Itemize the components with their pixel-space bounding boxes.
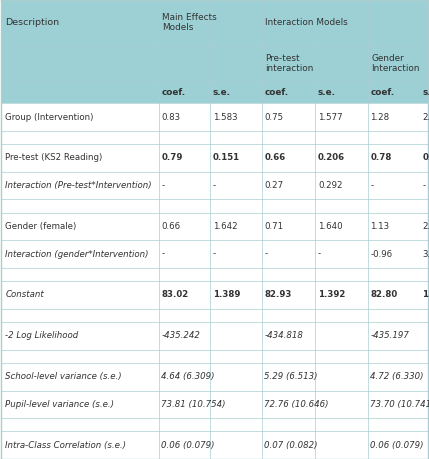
Bar <box>1 418 428 431</box>
Text: 0.66: 0.66 <box>161 222 181 231</box>
Text: 2.174: 2.174 <box>422 112 429 122</box>
Text: Gender (female): Gender (female) <box>5 222 76 231</box>
Bar <box>1 363 428 391</box>
Text: Intra-Class Correlation (s.e.): Intra-Class Correlation (s.e.) <box>5 441 126 450</box>
Text: 0.71: 0.71 <box>264 222 284 231</box>
Text: Description: Description <box>5 18 59 27</box>
Text: Constant: Constant <box>5 291 44 299</box>
Text: -: - <box>161 181 164 190</box>
Text: 1.642: 1.642 <box>213 222 237 231</box>
Text: 82.80: 82.80 <box>370 291 398 299</box>
Text: 82.93: 82.93 <box>264 291 292 299</box>
Text: Group (Intervention): Group (Intervention) <box>5 112 94 122</box>
Text: 4.72 (6.330): 4.72 (6.330) <box>370 372 424 381</box>
Bar <box>1 322 428 350</box>
Text: Interaction (Pre-test*Intervention): Interaction (Pre-test*Intervention) <box>5 181 152 190</box>
Text: 1.577: 1.577 <box>318 112 342 122</box>
Bar <box>1 431 428 459</box>
Bar <box>1 82 428 103</box>
Bar <box>1 281 428 309</box>
Text: Pre-test (KS2 Reading): Pre-test (KS2 Reading) <box>5 153 103 162</box>
Text: Interaction Models: Interaction Models <box>265 18 348 27</box>
Text: 0.78: 0.78 <box>370 153 392 162</box>
Text: -: - <box>213 250 216 258</box>
Text: 0.83: 0.83 <box>161 112 181 122</box>
Text: 0.66: 0.66 <box>264 153 286 162</box>
Text: 0.292: 0.292 <box>318 181 342 190</box>
Bar <box>1 391 428 418</box>
Text: 0.06 (0.079): 0.06 (0.079) <box>370 441 424 450</box>
Text: s.e.: s.e. <box>318 88 336 97</box>
Text: -: - <box>370 181 373 190</box>
Text: 0.07 (0.082): 0.07 (0.082) <box>264 441 318 450</box>
Text: 0.151: 0.151 <box>213 153 240 162</box>
Text: School-level variance (s.e.): School-level variance (s.e.) <box>5 372 122 381</box>
Text: -434.818: -434.818 <box>264 331 303 340</box>
Text: -0.96: -0.96 <box>370 250 393 258</box>
Text: 1.392: 1.392 <box>318 291 345 299</box>
Text: 72.76 (10.646): 72.76 (10.646) <box>264 400 329 409</box>
Bar <box>1 172 428 199</box>
Text: 0.75: 0.75 <box>264 112 284 122</box>
Text: coef.: coef. <box>264 88 288 97</box>
Text: -: - <box>264 250 267 258</box>
Bar <box>1 199 428 213</box>
Text: 5.29 (6.513): 5.29 (6.513) <box>264 372 318 381</box>
Bar <box>1 309 428 322</box>
Text: 1.389: 1.389 <box>213 291 240 299</box>
Text: 1.640: 1.640 <box>318 222 342 231</box>
Text: Pupil-level variance (s.e.): Pupil-level variance (s.e.) <box>5 400 114 409</box>
Bar <box>1 144 428 172</box>
Text: -: - <box>213 181 216 190</box>
Text: -2 Log Likelihood: -2 Log Likelihood <box>5 331 79 340</box>
Text: 73.81 (10.754): 73.81 (10.754) <box>161 400 226 409</box>
Text: 1.563: 1.563 <box>422 291 429 299</box>
Bar <box>1 268 428 281</box>
Text: 4.64 (6.309): 4.64 (6.309) <box>161 372 215 381</box>
Bar <box>1 103 428 131</box>
Text: -: - <box>422 181 425 190</box>
Bar <box>1 0 428 45</box>
Bar <box>1 131 428 144</box>
Text: 1.583: 1.583 <box>213 112 237 122</box>
Text: -435.197: -435.197 <box>370 331 409 340</box>
Text: -: - <box>161 250 164 258</box>
Bar <box>1 213 428 240</box>
Text: 0.79: 0.79 <box>161 153 183 162</box>
Text: coef.: coef. <box>161 88 185 97</box>
Text: coef.: coef. <box>370 88 394 97</box>
Text: 0.27: 0.27 <box>264 181 284 190</box>
Text: 0.206: 0.206 <box>318 153 345 162</box>
Text: 3.211: 3.211 <box>422 250 429 258</box>
Text: 1.28: 1.28 <box>370 112 390 122</box>
Text: 2.289: 2.289 <box>422 222 429 231</box>
Text: s.e.: s.e. <box>422 88 429 97</box>
Text: Main Effects
Models: Main Effects Models <box>162 13 217 32</box>
Text: -: - <box>318 250 321 258</box>
Text: 83.02: 83.02 <box>161 291 189 299</box>
Bar <box>1 350 428 363</box>
Bar <box>1 240 428 268</box>
Text: Gender
Interaction: Gender Interaction <box>371 54 420 73</box>
Bar <box>1 45 428 82</box>
Text: 0.06 (0.079): 0.06 (0.079) <box>161 441 215 450</box>
Text: 0.152: 0.152 <box>422 153 429 162</box>
Text: 73.70 (10.741): 73.70 (10.741) <box>370 400 429 409</box>
Text: Pre-test
interaction: Pre-test interaction <box>265 54 314 73</box>
Text: Interaction (gender*Intervention): Interaction (gender*Intervention) <box>5 250 148 258</box>
Text: s.e.: s.e. <box>213 88 231 97</box>
Text: 1.13: 1.13 <box>370 222 390 231</box>
Text: -435.242: -435.242 <box>161 331 200 340</box>
